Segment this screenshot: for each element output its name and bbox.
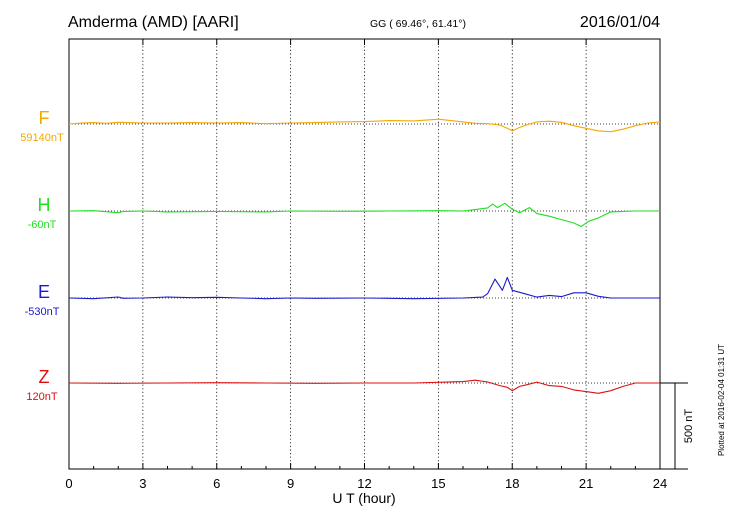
x-tick-labels: 0 3 6 9 12 15 18 21 24 (65, 476, 667, 491)
x-axis-ticks (68, 39, 661, 469)
x-tick-label-24: 24 (653, 476, 667, 491)
series-name-F: F (39, 108, 50, 128)
series-baseline-H: -60nT (28, 219, 57, 231)
date-label: 2016/01/04 (580, 14, 660, 31)
station-title: Amderma (AMD) [AARI] (68, 14, 239, 31)
x-tick-label-3: 3 (139, 476, 146, 491)
series-labels: F 59140nT H -60nT E -530nT Z 120nT (20, 108, 64, 403)
series-line-H (68, 202, 660, 228)
scale-bar: 500 nT (660, 382, 695, 470)
plot-frame (68, 38, 661, 470)
series-baseline-E: -530nT (25, 306, 60, 318)
series-name-Z: Z (39, 367, 50, 387)
series-line-Z (68, 379, 660, 394)
x-tick-label-6: 6 (213, 476, 220, 491)
series-name-H: H (38, 195, 51, 215)
x-tick-label-15: 15 (431, 476, 445, 491)
plotted-timestamp: Plotted at 2016-02-04 01:31 UT (717, 344, 726, 456)
coordinates-label: GG ( 69.46°, 61.41°) (370, 18, 466, 30)
scale-bar-label: 500 nT (683, 409, 695, 444)
x-tick-label-9: 9 (287, 476, 294, 491)
series-lines (68, 118, 661, 394)
series-name-E: E (38, 282, 50, 302)
x-tick-label-18: 18 (505, 476, 519, 491)
x-tick-label-12: 12 (357, 476, 371, 491)
series-baselines (69, 123, 660, 384)
series-baseline-Z: 120nT (26, 391, 57, 403)
vertical-gridlines (142, 39, 587, 469)
x-tick-label-0: 0 (65, 476, 72, 491)
series-line-E (68, 276, 660, 300)
x-tick-label-21: 21 (579, 476, 593, 491)
x-axis-label: U T (hour) (332, 490, 395, 506)
series-baseline-F: 59140nT (20, 132, 64, 144)
series-line-F (68, 118, 661, 133)
